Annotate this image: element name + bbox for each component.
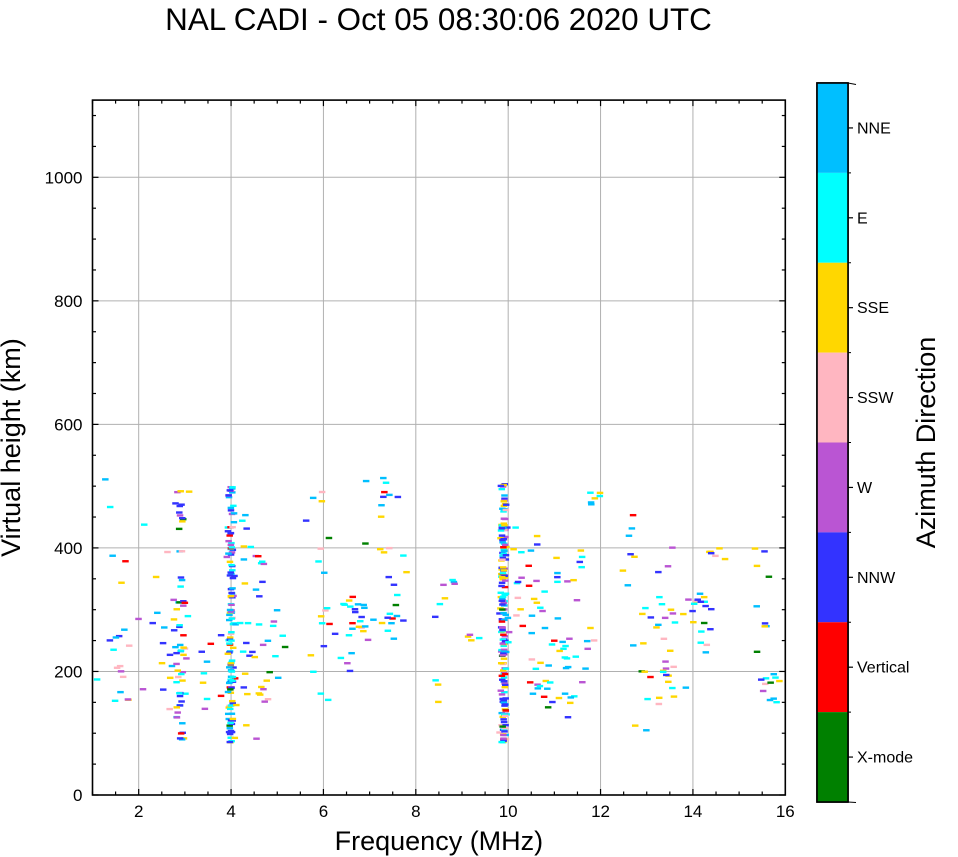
svg-text:W: W: [857, 480, 873, 497]
svg-text:SSE: SSE: [857, 300, 889, 317]
svg-text:600: 600: [54, 415, 82, 434]
svg-text:12: 12: [591, 802, 610, 821]
svg-text:NNW: NNW: [857, 570, 896, 587]
svg-text:4: 4: [226, 802, 235, 821]
svg-text:2: 2: [134, 802, 143, 821]
svg-text:8: 8: [411, 802, 420, 821]
svg-text:0: 0: [73, 786, 82, 805]
svg-text:E: E: [857, 210, 868, 227]
svg-text:10: 10: [499, 802, 518, 821]
svg-text:16: 16: [776, 802, 795, 821]
svg-text:800: 800: [54, 292, 82, 311]
svg-text:SSW: SSW: [857, 390, 894, 407]
svg-text:Frequency (MHz): Frequency (MHz): [335, 826, 544, 856]
svg-text:X-mode: X-mode: [857, 750, 913, 767]
svg-text:400: 400: [54, 539, 82, 558]
svg-text:6: 6: [319, 802, 328, 821]
svg-text:NNE: NNE: [857, 120, 891, 137]
svg-text:Azimuth Direction: Azimuth Direction: [911, 337, 941, 549]
svg-text:Vertical: Vertical: [857, 660, 909, 677]
svg-text:200: 200: [54, 662, 82, 681]
svg-text:14: 14: [683, 802, 702, 821]
svg-text:Virtual height (km): Virtual height (km): [0, 338, 26, 557]
svg-text:1000: 1000: [45, 168, 83, 187]
